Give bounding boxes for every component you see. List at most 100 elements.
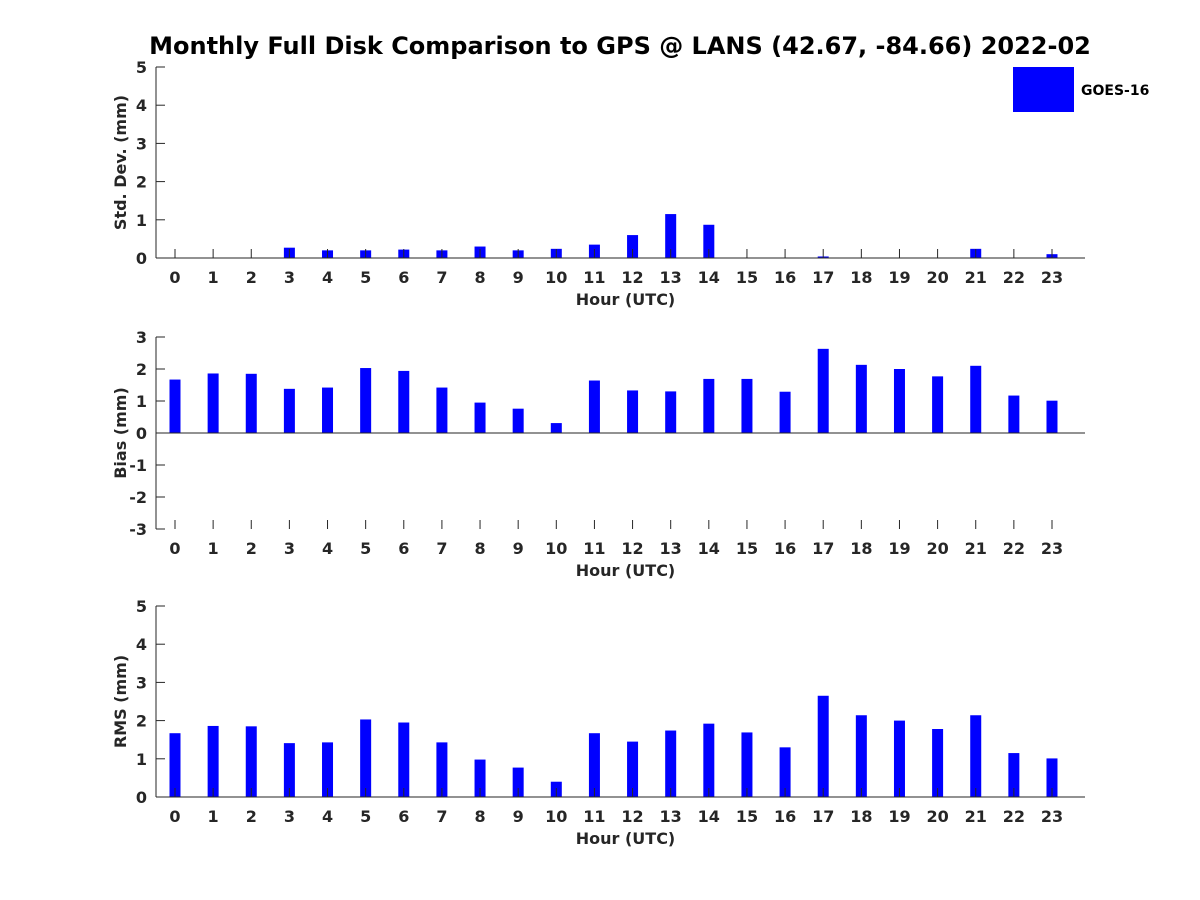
rms-x-tick-label: 19	[888, 807, 910, 826]
std-dev-x-tick-label: 22	[1003, 268, 1025, 287]
rms-x-tick-label: 3	[284, 807, 295, 826]
bias-x-tick-label: 16	[774, 539, 796, 558]
std-dev-x-tick-label: 7	[436, 268, 447, 287]
rms-bar-hour-9	[512, 767, 524, 797]
std-dev-x-tick-label: 18	[850, 268, 872, 287]
std-dev-x-tick-label: 19	[888, 268, 910, 287]
rms-x-tick-label: 17	[812, 807, 834, 826]
rms-x-tick-label: 11	[583, 807, 605, 826]
rms-bar-hour-13	[665, 730, 677, 797]
std-dev-x-tick-label: 17	[812, 268, 834, 287]
bias-x-tick-label: 23	[1041, 539, 1063, 558]
std-dev-x-tick-label: 21	[965, 268, 987, 287]
std-dev-x-tick-label: 23	[1041, 268, 1063, 287]
rms-bar-hour-7	[436, 742, 448, 797]
bias-bar-hour-19	[893, 369, 905, 433]
std-dev-x-tick-label: 10	[545, 268, 567, 287]
bias-bar-hour-21	[970, 365, 982, 433]
bias-x-tick-label: 20	[926, 539, 948, 558]
std-dev-y-tick-label: 4	[136, 96, 147, 115]
rms-bar-hour-5	[360, 719, 372, 797]
bias-bar-hour-0	[169, 379, 181, 433]
bias-bar-hour-11	[588, 380, 600, 433]
bias-y-tick-label: -3	[129, 520, 147, 539]
std-dev-y-tick-label: 0	[136, 249, 147, 268]
bias-x-tick-label: 0	[169, 539, 180, 558]
std-dev-x-tick-label: 1	[208, 268, 219, 287]
bias-x-tick-label: 6	[398, 539, 409, 558]
rms-x-tick-label: 22	[1003, 807, 1025, 826]
rms-x-tick-label: 18	[850, 807, 872, 826]
bias-x-tick-label: 19	[888, 539, 910, 558]
rms-bar-hour-14	[703, 723, 715, 797]
rms-x-axis-label: Hour (UTC)	[576, 829, 676, 848]
bias-bar-hour-9	[512, 408, 524, 433]
rms-bar-hour-11	[588, 733, 600, 797]
rms-y-tick-label: 4	[136, 635, 147, 654]
rms-bar-hour-22	[1008, 753, 1020, 797]
bias-bar-hour-23	[1046, 400, 1058, 433]
rms-x-tick-label: 5	[360, 807, 371, 826]
bias-x-tick-label: 13	[660, 539, 682, 558]
std-dev-x-tick-label: 12	[621, 268, 643, 287]
bias-y-tick-label: 1	[136, 392, 147, 411]
bias-x-tick-label: 1	[208, 539, 219, 558]
bias-bar-hour-3	[283, 388, 295, 433]
rms-x-tick-label: 6	[398, 807, 409, 826]
bias-bar-hour-20	[932, 376, 944, 433]
rms-x-tick-label: 8	[474, 807, 485, 826]
legend: GOES-16	[1013, 67, 1149, 112]
rms-bar-hour-6	[398, 722, 410, 797]
rms-bar-hour-1	[207, 725, 219, 797]
bias-bar-hour-10	[550, 423, 562, 433]
std-dev-x-tick-label: 20	[926, 268, 948, 287]
std-dev-x-tick-label: 14	[698, 268, 720, 287]
std-dev-y-axis-label: Std. Dev. (mm)	[111, 95, 130, 230]
rms-bar-hour-18	[855, 715, 867, 797]
std-dev-x-tick-label: 6	[398, 268, 409, 287]
bias-x-tick-label: 4	[322, 539, 333, 558]
bias-bar-hour-12	[627, 390, 639, 433]
rms-y-tick-label: 5	[136, 597, 147, 616]
std-dev-x-tick-label: 5	[360, 268, 371, 287]
bias-x-tick-label: 22	[1003, 539, 1025, 558]
std-dev-bar-hour-14	[703, 224, 715, 258]
bias-y-tick-label: -1	[129, 456, 147, 475]
rms-bar-hour-17	[817, 695, 829, 797]
rms-x-tick-label: 0	[169, 807, 180, 826]
bias-y-tick-label: 3	[136, 328, 147, 347]
rms-bar-hour-0	[169, 733, 181, 797]
bias-bar-hour-22	[1008, 395, 1020, 433]
std-dev-x-tick-label: 3	[284, 268, 295, 287]
bias-x-tick-label: 10	[545, 539, 567, 558]
bias-bar-hour-15	[741, 378, 753, 433]
bias-x-tick-label: 15	[736, 539, 758, 558]
rms-y-tick-label: 0	[136, 788, 147, 807]
bias-y-axis-label: Bias (mm)	[111, 387, 130, 479]
std-dev-x-tick-label: 0	[169, 268, 180, 287]
rms-bar-hour-4	[322, 742, 334, 797]
std-dev-y-tick-label: 2	[136, 173, 147, 192]
bias-x-tick-label: 11	[583, 539, 605, 558]
bias-bar-hour-8	[474, 402, 486, 433]
std-dev-x-tick-label: 11	[583, 268, 605, 287]
bias-x-tick-label: 7	[436, 539, 447, 558]
rms-x-tick-label: 12	[621, 807, 643, 826]
rms-bar-hour-23	[1046, 758, 1058, 797]
bias-x-tick-label: 3	[284, 539, 295, 558]
rms-x-tick-label: 13	[660, 807, 682, 826]
bias-x-tick-label: 2	[246, 539, 257, 558]
rms-y-axis-label: RMS (mm)	[111, 655, 130, 748]
std-dev-x-tick-label: 2	[246, 268, 257, 287]
std-dev-x-tick-label: 16	[774, 268, 796, 287]
rms-x-tick-label: 7	[436, 807, 447, 826]
rms-bar-hour-21	[970, 715, 982, 797]
rms-x-tick-label: 15	[736, 807, 758, 826]
rms-bar-hour-8	[474, 759, 486, 797]
std-dev-x-tick-label: 13	[660, 268, 682, 287]
bias-x-tick-label: 21	[965, 539, 987, 558]
rms-x-tick-label: 9	[513, 807, 524, 826]
